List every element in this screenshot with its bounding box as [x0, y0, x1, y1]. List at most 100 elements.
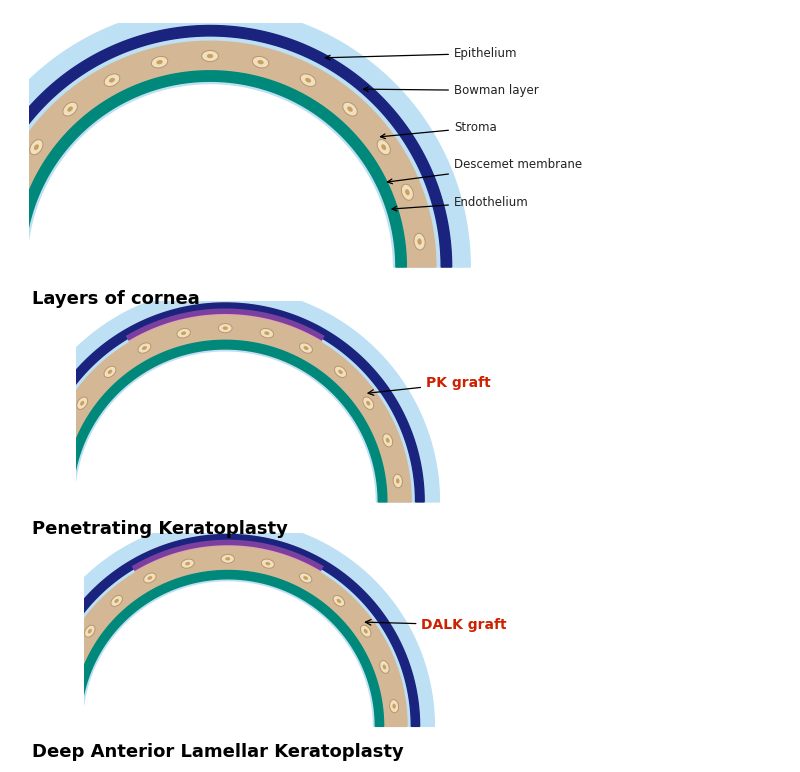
Ellipse shape — [147, 576, 152, 580]
Ellipse shape — [382, 434, 393, 447]
Polygon shape — [0, 41, 436, 267]
Ellipse shape — [393, 474, 402, 488]
Ellipse shape — [202, 50, 218, 62]
Text: Layers of cornea: Layers of cornea — [32, 290, 200, 307]
Text: DALK graft: DALK graft — [366, 618, 507, 632]
Ellipse shape — [181, 559, 194, 568]
Ellipse shape — [48, 474, 58, 488]
Ellipse shape — [414, 233, 425, 250]
Ellipse shape — [34, 144, 39, 150]
Ellipse shape — [303, 346, 309, 350]
Ellipse shape — [300, 74, 316, 86]
Ellipse shape — [63, 102, 78, 116]
Ellipse shape — [67, 107, 73, 112]
Ellipse shape — [382, 144, 386, 150]
Text: Epithelium: Epithelium — [326, 47, 518, 60]
Ellipse shape — [303, 576, 308, 580]
Ellipse shape — [114, 599, 119, 603]
Ellipse shape — [61, 438, 65, 443]
Polygon shape — [39, 316, 411, 502]
Ellipse shape — [252, 56, 269, 68]
Polygon shape — [49, 547, 407, 726]
Ellipse shape — [361, 625, 371, 637]
Text: Deep Anterior Lamellar Keratoplasty: Deep Anterior Lamellar Keratoplasty — [32, 743, 404, 760]
Ellipse shape — [185, 562, 190, 565]
Text: PK graft: PK graft — [368, 376, 491, 395]
Ellipse shape — [377, 140, 390, 154]
Ellipse shape — [342, 102, 358, 116]
Ellipse shape — [222, 327, 228, 330]
Ellipse shape — [264, 331, 270, 335]
Ellipse shape — [80, 401, 84, 405]
Text: Bowman layer: Bowman layer — [363, 84, 538, 97]
Ellipse shape — [347, 107, 353, 112]
Ellipse shape — [366, 401, 370, 405]
Polygon shape — [21, 520, 434, 726]
Ellipse shape — [144, 573, 156, 583]
Ellipse shape — [334, 366, 346, 378]
Text: Penetrating Keratoplasty: Penetrating Keratoplasty — [32, 520, 288, 537]
Ellipse shape — [6, 185, 18, 200]
Ellipse shape — [402, 185, 414, 200]
Ellipse shape — [88, 629, 92, 634]
Ellipse shape — [207, 54, 214, 58]
Ellipse shape — [380, 661, 390, 673]
Ellipse shape — [108, 370, 112, 374]
Polygon shape — [11, 288, 439, 502]
Ellipse shape — [221, 554, 234, 564]
Polygon shape — [26, 303, 424, 502]
Ellipse shape — [60, 703, 63, 709]
Ellipse shape — [266, 562, 270, 565]
Ellipse shape — [258, 60, 264, 64]
Ellipse shape — [418, 239, 422, 245]
Ellipse shape — [218, 323, 232, 333]
Ellipse shape — [57, 699, 66, 713]
Ellipse shape — [0, 233, 6, 250]
Ellipse shape — [405, 189, 410, 195]
Ellipse shape — [0, 239, 2, 245]
Ellipse shape — [333, 595, 345, 607]
Ellipse shape — [338, 370, 342, 374]
Ellipse shape — [157, 60, 162, 64]
Ellipse shape — [181, 331, 186, 335]
Ellipse shape — [305, 78, 311, 83]
Ellipse shape — [77, 397, 88, 409]
Ellipse shape — [70, 665, 73, 669]
Ellipse shape — [299, 343, 313, 354]
Polygon shape — [0, 7, 470, 267]
Ellipse shape — [58, 434, 68, 447]
Ellipse shape — [66, 661, 76, 673]
Ellipse shape — [226, 557, 230, 560]
Ellipse shape — [104, 366, 116, 378]
Ellipse shape — [104, 74, 120, 86]
Ellipse shape — [51, 479, 54, 483]
Polygon shape — [130, 303, 321, 382]
Ellipse shape — [10, 189, 15, 195]
Polygon shape — [72, 571, 384, 726]
Ellipse shape — [393, 703, 396, 709]
Ellipse shape — [386, 438, 390, 443]
Ellipse shape — [151, 56, 168, 68]
Ellipse shape — [177, 328, 190, 338]
Ellipse shape — [142, 346, 147, 350]
Text: Endothelium: Endothelium — [392, 195, 529, 211]
Polygon shape — [135, 534, 320, 601]
Ellipse shape — [30, 140, 43, 154]
Ellipse shape — [390, 699, 398, 713]
Ellipse shape — [85, 625, 95, 637]
Polygon shape — [0, 25, 452, 267]
Polygon shape — [36, 534, 419, 726]
Text: Stroma: Stroma — [381, 121, 497, 139]
Polygon shape — [63, 340, 387, 502]
Ellipse shape — [111, 595, 122, 607]
Ellipse shape — [299, 573, 312, 583]
Ellipse shape — [337, 599, 341, 603]
Ellipse shape — [109, 78, 115, 83]
Text: Descemet membrane: Descemet membrane — [387, 158, 582, 184]
Ellipse shape — [382, 665, 386, 669]
Ellipse shape — [364, 629, 368, 634]
Ellipse shape — [262, 559, 274, 568]
Ellipse shape — [396, 479, 399, 483]
Ellipse shape — [138, 343, 151, 354]
Ellipse shape — [363, 397, 374, 409]
